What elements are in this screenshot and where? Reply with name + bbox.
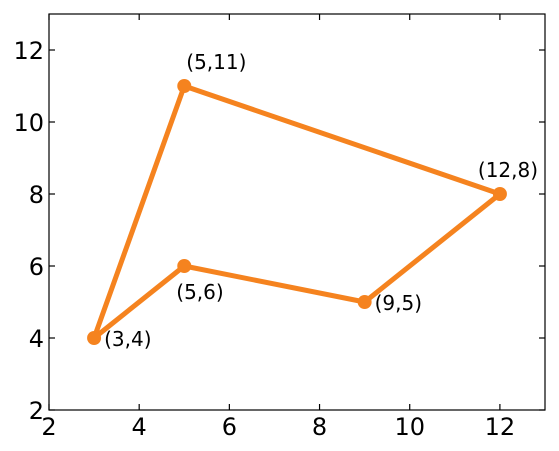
plot-layer: (3,4) (5,11) (12,8) (9,5) (5,6)	[87, 50, 538, 351]
data-point	[357, 295, 372, 309]
axes-frame	[48, 13, 546, 411]
series-line	[91, 83, 503, 341]
x-tick-label: 12	[485, 413, 516, 441]
y-tick-label: 2	[29, 397, 44, 425]
y-tick-label: 6	[29, 253, 44, 281]
data-label: (3,4)	[104, 327, 151, 351]
data-label: (5,11)	[186, 50, 246, 74]
x-tick-label: 8	[312, 413, 327, 441]
x-tick-label: 6	[222, 413, 237, 441]
x-tick-label: 10	[394, 413, 425, 441]
axes-layer: 2 4 6 8 10 12 2 4 6 8 10 12	[13, 13, 546, 441]
data-label: (12,8)	[478, 158, 538, 182]
y-tick-label: 12	[13, 37, 44, 65]
x-tick-label: 2	[41, 413, 56, 441]
x-tick-label: 4	[132, 413, 147, 441]
y-tick-label: 8	[29, 181, 44, 209]
data-point	[177, 79, 192, 93]
data-point	[177, 259, 192, 273]
y-tick-label: 10	[13, 109, 44, 137]
data-label: (5,6)	[176, 280, 223, 304]
data-label: (9,5)	[375, 291, 422, 315]
data-point	[492, 187, 507, 201]
data-point	[87, 331, 102, 345]
y-tick-label: 4	[29, 325, 44, 353]
